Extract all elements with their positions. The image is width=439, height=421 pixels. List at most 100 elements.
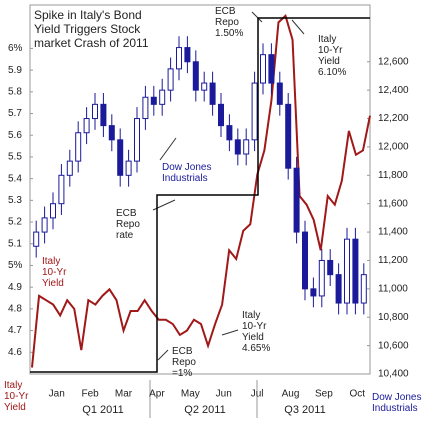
x-tick-label: Sep <box>315 389 333 400</box>
candle-body <box>83 118 90 134</box>
y-tick-label: 5.6 <box>8 130 22 141</box>
y2-tick-label: 10,800 <box>378 312 409 323</box>
candle-body <box>285 103 292 169</box>
candle-body <box>108 125 115 141</box>
y-tick-label: 4.9 <box>8 282 22 293</box>
quarter-label: Q3 2011 <box>284 404 325 416</box>
candle-body <box>218 103 224 127</box>
candle-body <box>344 238 350 304</box>
candle-body <box>150 96 157 105</box>
leader <box>251 11 263 23</box>
y2-tick-label: 12,600 <box>378 56 409 67</box>
candle-body <box>117 139 124 176</box>
x-tick-label: Mar <box>115 389 133 400</box>
annotation: Italy 10-Yr Yield 6.10% <box>318 34 347 78</box>
candle-body <box>159 89 166 105</box>
plot-frame <box>29 4 371 375</box>
candle-body <box>142 96 149 120</box>
y2-tick-label: 11,200 <box>378 255 408 266</box>
y-tick-label: 5.1 <box>8 238 22 249</box>
candle-body <box>92 103 98 120</box>
candle-body <box>209 82 216 105</box>
candle-body <box>134 118 140 162</box>
y2-tick-label: 12,200 <box>378 113 409 124</box>
candle-body <box>318 259 325 297</box>
candle-body <box>335 274 342 304</box>
x-tick-label: Jul <box>251 389 264 400</box>
x-tick-label: Aug <box>282 389 300 400</box>
leader <box>291 19 305 35</box>
y2-tick-label: 11,400 <box>378 227 408 238</box>
y2-tick-label: 11,000 <box>378 283 408 294</box>
candle-body <box>226 125 233 141</box>
candle-body <box>310 288 317 297</box>
candle-body <box>50 203 56 219</box>
y-tick-label: 5.8 <box>8 86 22 97</box>
y-tick-label: 5% <box>8 260 23 271</box>
y2-tick-label: 10,600 <box>378 340 409 351</box>
leader <box>221 329 239 336</box>
y-tick-label: 5.7 <box>8 108 22 119</box>
y-tick-label: 5.2 <box>8 217 22 228</box>
candle-body <box>268 54 275 84</box>
y2-tick-label: 12,400 <box>378 85 409 96</box>
annotation: ECB Repo 1.50% <box>215 6 244 39</box>
candle-body <box>251 82 258 141</box>
candle-body <box>327 259 334 276</box>
annotation: ECB Repo =1% <box>172 346 196 379</box>
candle-body <box>302 231 308 290</box>
x-tick-label: May <box>181 389 200 400</box>
leader <box>159 137 177 161</box>
y-tick-label: 5.5 <box>8 152 22 163</box>
candle-body <box>260 54 266 84</box>
y-tick-label: 4.6 <box>8 347 22 358</box>
candle-body <box>192 61 199 91</box>
y2-tick-label: 12,000 <box>378 142 409 153</box>
candle-body <box>176 47 182 70</box>
y-tick-label: 5.4 <box>8 173 22 184</box>
yield-line <box>31 14 371 368</box>
quarter-label: Q2 2011 <box>184 404 225 416</box>
y-tick-label: 4.8 <box>8 304 22 315</box>
repo-step <box>30 17 370 373</box>
candle-body <box>100 103 107 127</box>
annotation: ECB Repo rate <box>116 208 140 241</box>
candle-body <box>360 274 367 304</box>
candle-body <box>41 217 48 233</box>
annotation: Dow Jones Industrials <box>162 162 212 184</box>
y2-tick-label: 11,600 <box>378 198 408 209</box>
quarter-label: Q1 2011 <box>82 404 123 416</box>
candle-body <box>33 231 40 247</box>
candle-body <box>184 47 191 63</box>
candle-body <box>75 132 82 162</box>
legend-entry: Dow Jones Industrials <box>372 392 422 414</box>
legend-entry: Italy 10-Yr Yield <box>4 380 29 413</box>
candle-body <box>243 139 250 155</box>
x-tick-label: Oct <box>350 389 366 400</box>
y-tick-label: 4.7 <box>8 325 22 336</box>
candle-body <box>66 160 73 176</box>
x-tick-label: Jan <box>49 389 65 400</box>
candle-body <box>234 139 241 155</box>
candle-body <box>201 82 208 91</box>
candle-body <box>125 160 132 176</box>
annotation: Italy 10-Yr Yield <box>42 256 67 289</box>
x-tick-label: Feb <box>82 389 100 400</box>
candle-body <box>58 174 65 205</box>
annotation: Italy 10-Yr Yield 4.65% <box>242 310 271 354</box>
y2-tick-label: 10,400 <box>378 369 409 380</box>
y-tick-label: 5.9 <box>8 65 22 76</box>
candle-body <box>167 68 174 91</box>
y-tick-label: 5.3 <box>8 195 22 206</box>
candle-body <box>293 167 300 233</box>
candle-body <box>276 82 283 105</box>
leader <box>157 349 169 361</box>
candle-body <box>352 238 359 304</box>
y2-tick-label: 11,800 <box>378 170 408 181</box>
y-tick-label: 6% <box>8 43 23 54</box>
x-tick-label: Jun <box>216 389 232 400</box>
x-tick-label: Apr <box>149 389 165 400</box>
chart-title: Spike in Italy's Bond Yield Triggers Sto… <box>34 8 149 50</box>
